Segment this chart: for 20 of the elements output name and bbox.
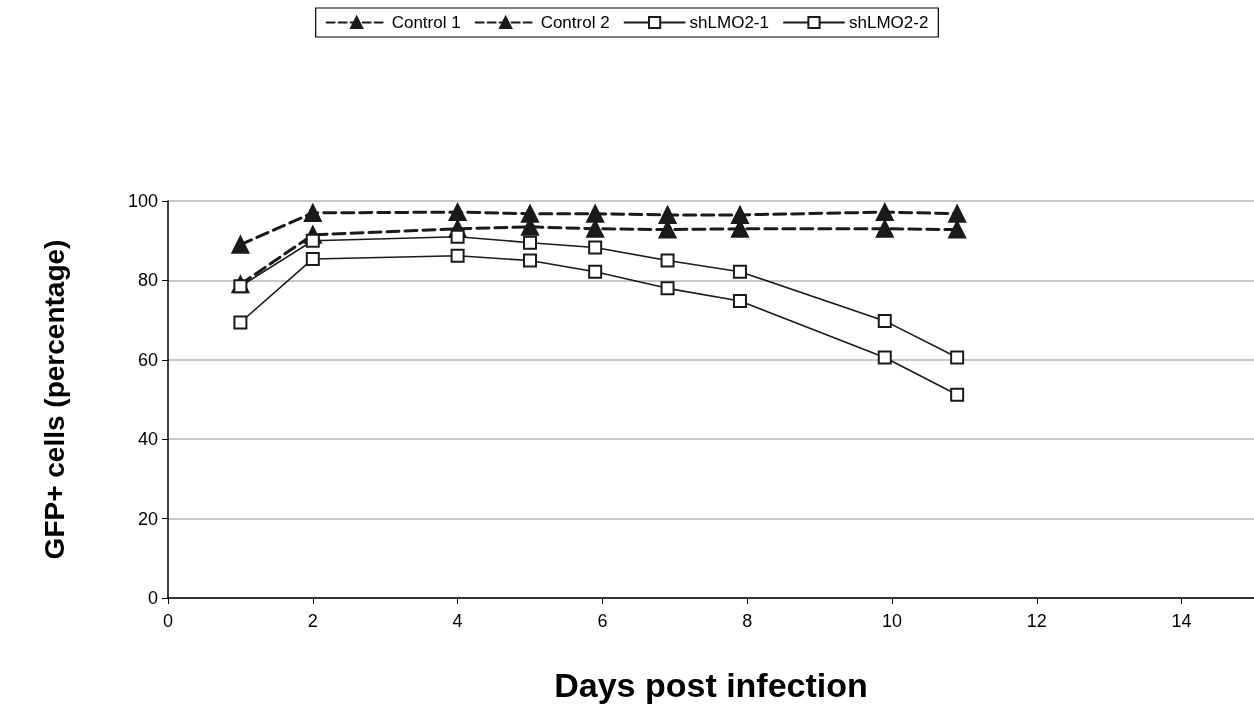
- x-tick-label: 12: [1026, 611, 1047, 631]
- y-tick-label: 100: [127, 191, 158, 211]
- x-axis-title: Days post infection: [554, 666, 868, 704]
- x-tick-label: 4: [452, 611, 463, 631]
- y-axis-title: GFP+ cells (percentage): [38, 239, 70, 560]
- legend-label: Control 1: [391, 13, 461, 32]
- x-tick-label: 2: [307, 611, 318, 631]
- x-tick-label: 10: [881, 611, 903, 631]
- x-tick-label: 6: [597, 611, 608, 631]
- x-tick-label: 0: [162, 611, 174, 631]
- legend-label: shLMO2-2: [848, 13, 929, 32]
- x-tick-label: 8: [742, 611, 753, 631]
- y-tick-label: 20: [137, 508, 158, 529]
- x-tick-label: 14: [1171, 611, 1192, 631]
- y-tick-label: 0: [147, 588, 158, 608]
- y-tick-label: 80: [137, 270, 158, 291]
- y-tick-label: 60: [137, 349, 158, 370]
- legend-label: shLMO2-1: [689, 13, 769, 32]
- legend-label: Control 2: [540, 13, 610, 32]
- y-tick-label: 40: [137, 429, 158, 450]
